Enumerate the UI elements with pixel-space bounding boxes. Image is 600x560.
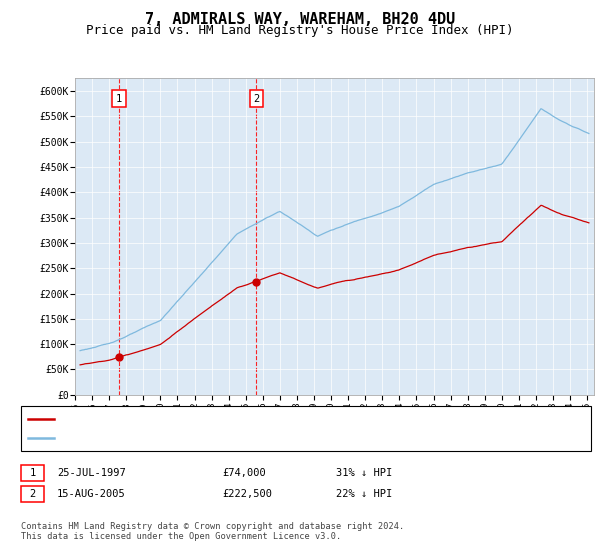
Text: 25-JUL-1997: 25-JUL-1997 — [57, 468, 126, 478]
Text: 2: 2 — [29, 489, 35, 499]
Text: 31% ↓ HPI: 31% ↓ HPI — [336, 468, 392, 478]
Text: Contains HM Land Registry data © Crown copyright and database right 2024.
This d: Contains HM Land Registry data © Crown c… — [21, 522, 404, 542]
Text: 7, ADMIRALS WAY,  WAREHAM, BH20 4DU (detached house): 7, ADMIRALS WAY, WAREHAM, BH20 4DU (deta… — [57, 414, 382, 424]
Text: Price paid vs. HM Land Registry's House Price Index (HPI): Price paid vs. HM Land Registry's House … — [86, 24, 514, 37]
Text: £74,000: £74,000 — [222, 468, 266, 478]
Text: 2: 2 — [253, 94, 259, 104]
Text: £222,500: £222,500 — [222, 489, 272, 499]
Text: 1: 1 — [116, 94, 122, 104]
Text: 15-AUG-2005: 15-AUG-2005 — [57, 489, 126, 499]
Text: 22% ↓ HPI: 22% ↓ HPI — [336, 489, 392, 499]
Text: HPI: Average price, detached house, Dorset: HPI: Average price, detached house, Dors… — [57, 433, 320, 444]
Text: 1: 1 — [29, 468, 35, 478]
Text: 7, ADMIRALS WAY, WAREHAM, BH20 4DU: 7, ADMIRALS WAY, WAREHAM, BH20 4DU — [145, 12, 455, 27]
